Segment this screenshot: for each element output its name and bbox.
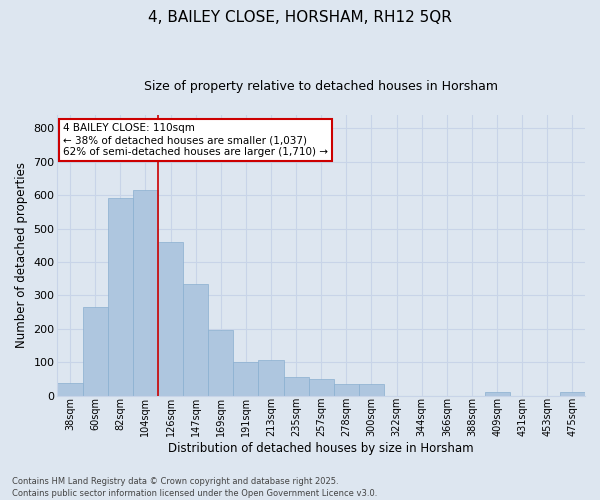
Bar <box>560 392 585 396</box>
Y-axis label: Number of detached properties: Number of detached properties <box>15 162 28 348</box>
Bar <box>233 362 259 396</box>
Bar <box>308 379 334 396</box>
Bar <box>158 242 183 396</box>
Bar <box>58 383 83 396</box>
Text: 4 BAILEY CLOSE: 110sqm
← 38% of detached houses are smaller (1,037)
62% of semi-: 4 BAILEY CLOSE: 110sqm ← 38% of detached… <box>63 124 328 156</box>
Title: Size of property relative to detached houses in Horsham: Size of property relative to detached ho… <box>144 80 498 93</box>
Text: Contains HM Land Registry data © Crown copyright and database right 2025.
Contai: Contains HM Land Registry data © Crown c… <box>12 476 377 498</box>
Bar <box>485 392 509 396</box>
Bar <box>183 284 208 396</box>
Bar <box>133 190 158 396</box>
Bar <box>284 377 308 396</box>
Bar <box>208 330 233 396</box>
Bar <box>259 360 284 396</box>
X-axis label: Distribution of detached houses by size in Horsham: Distribution of detached houses by size … <box>169 442 474 455</box>
Bar <box>359 384 384 396</box>
Bar <box>108 198 133 396</box>
Bar <box>334 384 359 396</box>
Text: 4, BAILEY CLOSE, HORSHAM, RH12 5QR: 4, BAILEY CLOSE, HORSHAM, RH12 5QR <box>148 10 452 25</box>
Bar <box>83 307 108 396</box>
